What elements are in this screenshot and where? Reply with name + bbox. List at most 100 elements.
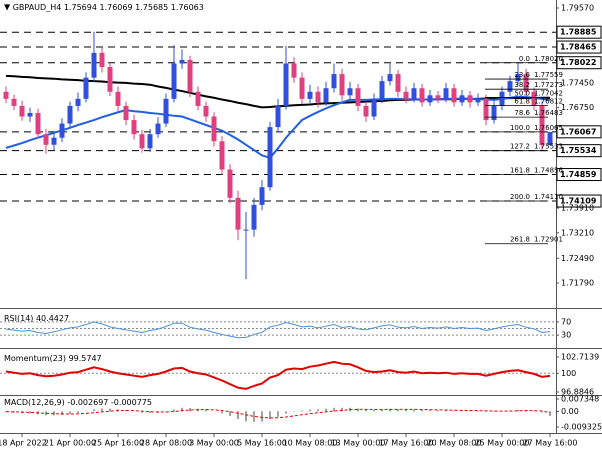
candle-body: [219, 141, 225, 170]
candle-body: [403, 91, 409, 99]
y-tick-label: 0.00: [561, 407, 579, 416]
low-value: 1.75685: [135, 3, 168, 12]
level-box: [556, 144, 602, 158]
macd-bar: [101, 408, 103, 412]
macd-bar: [405, 409, 407, 412]
candle-body: [475, 98, 481, 103]
indicator-line: [5, 360, 551, 390]
macd-bar: [477, 410, 479, 412]
candle-body: [251, 204, 257, 230]
macd-bar: [277, 411, 279, 417]
x-tick-label: 25 Apr 16:00: [92, 439, 144, 448]
macd-bar: [77, 411, 79, 413]
candle-body: [203, 105, 209, 117]
macd-bar: [461, 410, 463, 412]
fib-price: 1.75533: [534, 143, 563, 151]
y-tick-label: 1.79570: [561, 3, 594, 12]
y-tick-label: 30: [561, 331, 571, 340]
fib-ratio: 261.8: [510, 236, 530, 244]
indicator-name: RSI(14): [4, 314, 33, 323]
macd-bar: [53, 411, 55, 416]
candle-body: [11, 98, 17, 106]
macd-bar: [389, 408, 391, 412]
macd-bar: [205, 409, 207, 412]
macd-bar: [533, 410, 535, 412]
candle-body: [155, 123, 161, 135]
macd-bar: [237, 411, 239, 420]
candle-body: [59, 123, 65, 138]
y-tick-label: 96.8846: [561, 388, 594, 397]
candle-body: [43, 134, 49, 145]
macd-bar: [141, 411, 143, 413]
level-label: 1.78022: [560, 58, 596, 67]
close-value: 1.76063: [171, 3, 204, 12]
y-tick-label: 1.73210: [561, 228, 594, 237]
candle-body: [515, 74, 521, 82]
candle-body: [443, 88, 449, 99]
level-label: 1.75534: [560, 146, 597, 155]
x-tick-label: 5 May 16:00: [237, 439, 287, 448]
macd-bar: [397, 409, 399, 412]
indicator-value: 40.4427: [36, 314, 69, 323]
candle-body: [3, 91, 9, 99]
x-tick-label: 28 Apr 08:00: [140, 439, 192, 448]
macd-bar: [149, 411, 151, 414]
candle-body: [315, 91, 321, 103]
macd-bar: [93, 409, 95, 412]
candle-body: [459, 95, 465, 103]
candle-body: [75, 98, 81, 106]
x-tick-label: 21 Apr 00:00: [44, 439, 96, 448]
macd-bar: [381, 409, 383, 412]
candle-body: [283, 63, 289, 106]
level-box: [556, 56, 602, 70]
fib-price: 1.72901: [534, 236, 563, 244]
level-label: 1.76067: [560, 127, 596, 136]
candle-body: [275, 105, 281, 128]
indicator-value: -0.002697: [67, 398, 108, 407]
fib-ratio: 0.0: [519, 55, 530, 63]
x-tick-label: 3 May 00:00: [189, 439, 239, 448]
y-tick-label: 0.007348: [561, 394, 599, 403]
macd-bar: [221, 411, 223, 414]
candle-body: [19, 105, 25, 117]
candle-body: [523, 74, 529, 92]
fib-ratio: 127.2: [510, 143, 530, 151]
y-tick-label: 1.76750: [561, 103, 594, 112]
macd-bar: [189, 407, 191, 412]
macd-bar: [181, 407, 183, 412]
fib-ratio: 200.0: [510, 193, 530, 201]
level-box: [556, 194, 602, 208]
macd-bar: [109, 408, 111, 412]
candle-body: [227, 169, 233, 198]
x-tick-label: 13 May 00:00: [331, 439, 386, 448]
fib-ratio: 50.0: [514, 89, 530, 97]
macd-bar: [245, 411, 247, 422]
candle-body: [83, 77, 89, 99]
indicator-title: RSI(14) 40.4427: [4, 314, 69, 323]
moving-average: [5, 95, 551, 160]
x-tick-label: 27 May 16:00: [523, 439, 578, 448]
candle-body: [267, 127, 273, 188]
candle-body: [243, 229, 249, 231]
candle-body: [107, 67, 113, 92]
fib-price: 1.74856: [534, 167, 563, 175]
candle-body: [323, 88, 329, 103]
candle-body: [387, 74, 393, 82]
fib-price: 1.78020: [534, 55, 563, 63]
macd-signal: [5, 408, 551, 419]
candle-body: [547, 131, 553, 146]
fib-ratio: 61.8: [514, 97, 530, 105]
candle-body: [371, 98, 377, 117]
macd-bar: [69, 411, 71, 414]
candle-body: [355, 88, 361, 106]
fib-ratio: 23.6: [514, 71, 530, 79]
indicator-title: Momentum(23) 99.5747: [4, 354, 102, 363]
fib-price: 1.77559: [534, 71, 563, 79]
candle-body: [291, 63, 297, 78]
y-tick-label: 102.7139: [561, 353, 599, 362]
x-tick-label: 25 May 00:00: [475, 439, 530, 448]
candle-body: [171, 63, 177, 99]
macd-bar: [421, 409, 423, 412]
